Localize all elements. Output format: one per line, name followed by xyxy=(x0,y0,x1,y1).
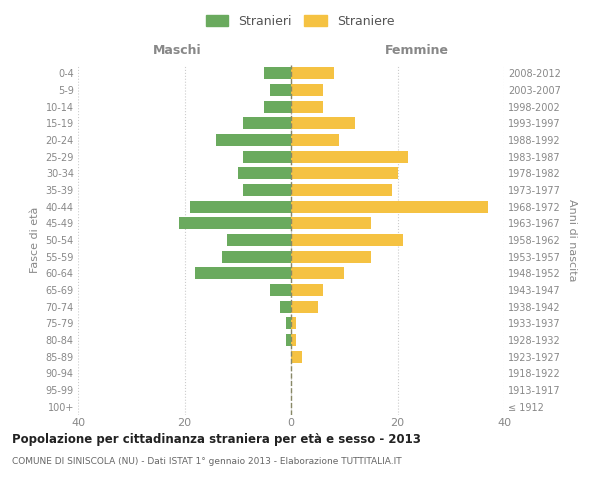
Bar xyxy=(265,100,291,112)
Bar xyxy=(286,318,291,330)
Bar xyxy=(291,134,339,146)
Bar xyxy=(265,68,291,80)
Text: Popolazione per cittadinanza straniera per età e sesso - 2013: Popolazione per cittadinanza straniera p… xyxy=(12,432,421,446)
Bar xyxy=(195,268,291,280)
Bar xyxy=(291,100,323,112)
Bar xyxy=(291,118,355,130)
Bar xyxy=(291,168,398,179)
Bar xyxy=(291,334,296,346)
Legend: Stranieri, Straniere: Stranieri, Straniere xyxy=(202,11,398,32)
Bar xyxy=(270,284,291,296)
Bar xyxy=(291,200,488,212)
Bar xyxy=(291,150,408,162)
Bar xyxy=(238,168,291,179)
Bar xyxy=(217,134,291,146)
Bar xyxy=(243,118,291,130)
Bar xyxy=(286,334,291,346)
Y-axis label: Anni di nascita: Anni di nascita xyxy=(566,198,577,281)
Bar xyxy=(291,218,371,230)
Text: COMUNE DI SINISCOLA (NU) - Dati ISTAT 1° gennaio 2013 - Elaborazione TUTTITALIA.: COMUNE DI SINISCOLA (NU) - Dati ISTAT 1°… xyxy=(12,458,401,466)
Bar xyxy=(179,218,291,230)
Bar xyxy=(291,84,323,96)
Bar xyxy=(291,234,403,246)
Y-axis label: Fasce di età: Fasce di età xyxy=(30,207,40,273)
Bar xyxy=(291,68,334,80)
Bar xyxy=(280,300,291,312)
Bar xyxy=(222,250,291,262)
Bar xyxy=(291,300,317,312)
Bar xyxy=(243,150,291,162)
Bar xyxy=(291,184,392,196)
Bar xyxy=(270,84,291,96)
Bar xyxy=(291,350,302,362)
Bar xyxy=(243,184,291,196)
Bar xyxy=(190,200,291,212)
Bar xyxy=(291,268,344,280)
Text: Femmine: Femmine xyxy=(385,44,449,58)
Bar xyxy=(227,234,291,246)
Bar xyxy=(291,250,371,262)
Bar xyxy=(291,318,296,330)
Text: Maschi: Maschi xyxy=(152,44,202,58)
Bar xyxy=(291,284,323,296)
